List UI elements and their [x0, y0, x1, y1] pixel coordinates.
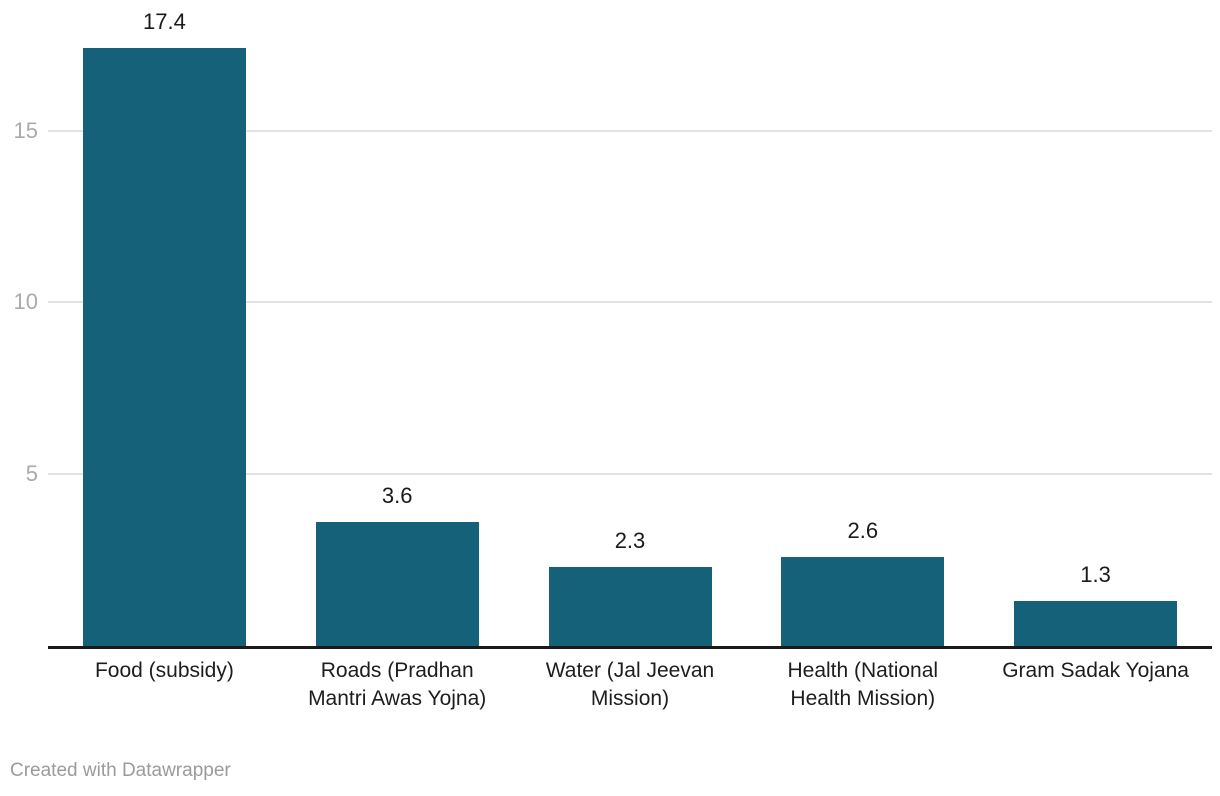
bar-value-label: 2.3: [614, 527, 646, 553]
category-label: Roads (Pradhan Mantri Awas Yojna): [308, 659, 487, 710]
category-label: Food (subsidy): [94, 659, 234, 682]
category-label: Health (National Health Mission): [787, 659, 939, 710]
bar-value-label: 17.4: [142, 9, 186, 35]
y-gridline: [48, 473, 1212, 476]
bar[interactable]: [781, 556, 945, 646]
x-axis-line: [48, 646, 1212, 649]
bar-value-label: 3.6: [381, 483, 413, 509]
category-label: Water (Jal Jeevan Mission): [545, 659, 715, 710]
category-label: Gram Sadak Yojana: [1002, 659, 1189, 682]
bar[interactable]: [82, 48, 246, 646]
bar-value-label: 1.3: [1080, 562, 1111, 588]
bar-value-label: 2.6: [847, 517, 879, 543]
bar[interactable]: [315, 522, 479, 646]
y-axis-tick-label: 5: [25, 461, 38, 487]
y-axis-tick-label: 15: [13, 117, 38, 143]
y-gridline: [48, 301, 1212, 304]
y-axis-tick-label: 10: [13, 289, 38, 315]
y-gridline: [48, 129, 1212, 132]
datawrapper-credit-link[interactable]: Created with Datawrapper: [10, 760, 231, 781]
bar[interactable]: [548, 566, 712, 646]
bar[interactable]: [1014, 601, 1178, 646]
